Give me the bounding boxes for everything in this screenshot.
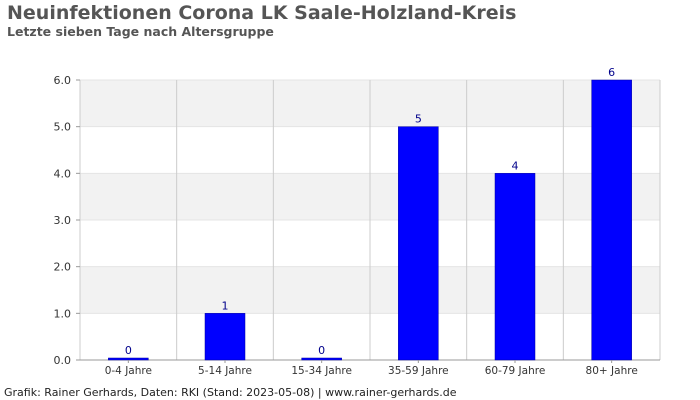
x-tick-label: 35-59 Jahre [388, 365, 449, 377]
bar [204, 313, 246, 361]
data-label: 6 [608, 66, 615, 79]
bar [398, 126, 439, 361]
bar [301, 357, 342, 361]
footer-credits: Grafik: Rainer Gerhards, Daten: RKI (Sta… [4, 386, 457, 399]
chart-title: Neuinfektionen Corona LK Saale-Holzland-… [7, 2, 517, 24]
data-label: 1 [222, 299, 229, 312]
x-tick-label: 80+ Jahre [586, 365, 638, 377]
data-label: 4 [512, 159, 519, 172]
x-tick-label: 15-34 Jahre [291, 365, 352, 377]
y-tick-label: 4.0 [54, 167, 72, 180]
y-tick-label: 1.0 [54, 307, 72, 320]
data-label: 0 [125, 344, 132, 357]
y-tick-label: 3.0 [54, 214, 72, 227]
y-tick-label: 6.0 [54, 74, 72, 87]
x-tick-label: 60-79 Jahre [485, 365, 546, 377]
y-tick-label: 2.0 [54, 261, 72, 274]
y-tick-label: 5.0 [54, 121, 72, 134]
bar [591, 79, 632, 361]
x-tick-label: 0-4 Jahre [105, 365, 152, 377]
data-label: 5 [415, 113, 422, 126]
chart-subtitle: Letzte sieben Tage nach Altersgruppe [7, 24, 274, 39]
y-tick-label: 0.0 [54, 354, 72, 367]
bar [108, 357, 149, 361]
bar [494, 173, 536, 361]
data-label: 0 [318, 344, 325, 357]
x-tick-label: 5-14 Jahre [198, 365, 252, 377]
